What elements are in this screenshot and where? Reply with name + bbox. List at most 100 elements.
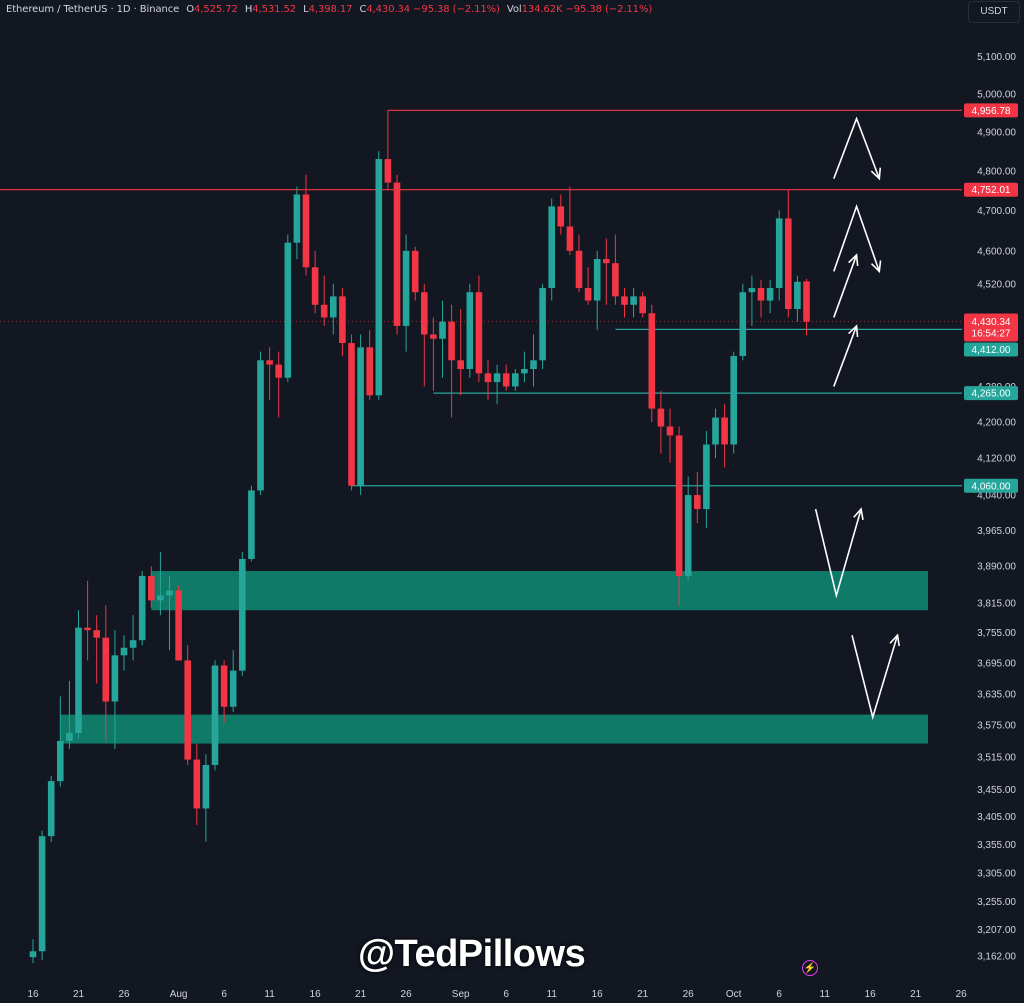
author-watermark: @TedPillows <box>358 933 586 975</box>
price-tick-label: 4,120.00 <box>977 454 1016 465</box>
candle-body <box>229 670 237 707</box>
volume-label: Vol <box>506 4 522 15</box>
arrow-head <box>870 167 882 181</box>
candle-body <box>512 373 519 387</box>
candle-body <box>257 360 264 491</box>
price-tick-label: 3,635.00 <box>977 689 1016 700</box>
candle-body <box>548 206 555 289</box>
price-tick-label: 5,100.00 <box>977 52 1016 63</box>
candle-body <box>193 759 201 809</box>
candle-body <box>138 575 146 641</box>
candle-body <box>320 304 328 318</box>
current-price-tag-bg <box>964 313 1018 342</box>
lightning-icon[interactable]: ⚡ <box>802 960 818 976</box>
candle-body <box>557 206 565 227</box>
time-tick-label: 21 <box>73 989 85 1000</box>
candle-body <box>393 182 401 326</box>
low-label: L <box>303 4 309 15</box>
price-tick-label: 5,000.00 <box>977 90 1016 101</box>
candle-body <box>539 288 546 361</box>
symbol-legend: Ethereum / TetherUS · 1D · Binance O4,52… <box>6 4 652 15</box>
current-price-tag: 4,430.34 <box>972 317 1011 328</box>
candle-body <box>593 259 601 301</box>
candle-body <box>621 296 628 305</box>
candle-body <box>648 313 656 409</box>
candle-body <box>330 296 337 318</box>
candle-body <box>421 292 428 335</box>
arrow-head <box>848 324 859 337</box>
countdown-tag: 16:54:27 <box>972 329 1011 340</box>
time-axis[interactable]: 16 21 26 Aug 6 11 16 21 26 Sep 6 11 16 21 26 Oct 6 11 16 21… <box>27 989 967 1000</box>
time-tick-label: 16 <box>865 989 877 1000</box>
time-tick-label: 6 <box>503 989 509 1000</box>
candle-body <box>339 296 346 344</box>
time-tick-label: 11 <box>264 989 275 1000</box>
candle-body <box>348 343 355 486</box>
level-price-tag-bg <box>964 103 1018 118</box>
level-price-tag: 4,265.00 <box>972 389 1011 400</box>
candle-body <box>384 159 392 183</box>
time-tick-label: 26 <box>401 989 413 1000</box>
demand-zone <box>151 571 929 611</box>
candle-body <box>630 296 637 305</box>
candle-body <box>202 764 210 809</box>
time-tick-label: 21 <box>355 989 367 1000</box>
candle-body <box>484 373 492 383</box>
candle-body <box>293 194 301 243</box>
open-label: O <box>186 4 195 15</box>
candle-body <box>657 408 665 427</box>
high-value: 4,531.52 <box>252 4 297 15</box>
candle-body <box>584 288 592 301</box>
candle-body <box>66 732 73 741</box>
level-price-tag-bg <box>964 478 1018 493</box>
candle-body <box>530 360 537 369</box>
candle-body <box>84 627 91 631</box>
time-tick-label: 6 <box>776 989 782 1000</box>
candle-body <box>739 292 747 356</box>
candle-body <box>502 373 510 387</box>
time-tick-label: 21 <box>910 989 922 1000</box>
high-label: H <box>244 4 253 15</box>
candle-body <box>38 836 46 952</box>
change-value: −95.38 (−2.11%) <box>413 4 500 15</box>
candle-body <box>612 263 619 297</box>
candle-body <box>457 360 464 369</box>
candle-body <box>248 490 255 559</box>
candle-body <box>411 250 419 293</box>
candle-body <box>439 321 446 339</box>
volume-change: −95.38 (−2.11%) <box>565 4 653 15</box>
projection-arrows <box>814 116 901 721</box>
candle-body <box>402 250 410 326</box>
price-tick-label: 3,575.00 <box>977 721 1016 732</box>
time-tick-label: 26 <box>956 989 968 1000</box>
candle-body <box>375 159 383 396</box>
candle-body <box>703 444 710 510</box>
projection-arrow <box>833 254 858 318</box>
price-tick-label: 3,405.00 <box>977 812 1016 823</box>
price-tick-label: 3,965.00 <box>977 526 1016 537</box>
candle-body <box>721 417 728 445</box>
price-tick-label: 3,255.00 <box>977 897 1016 908</box>
candle-body <box>275 364 282 378</box>
projection-arrow <box>851 634 899 721</box>
time-tick-label: Sep <box>452 989 470 1000</box>
symbol-name[interactable]: Ethereum / TetherUS · 1D · Binance <box>6 4 180 15</box>
projection-arrow <box>814 508 862 599</box>
candle-body <box>220 665 228 707</box>
candle-body <box>302 194 310 268</box>
candlesticks <box>29 110 810 964</box>
price-tick-label: 3,890.00 <box>977 562 1016 573</box>
candle-body <box>766 288 774 301</box>
currency-button[interactable]: USDT <box>968 1 1020 23</box>
candle-body <box>311 267 319 305</box>
candle-body <box>639 296 646 314</box>
price-tick-label: 4,900.00 <box>977 128 1016 139</box>
price-tick-label: 3,695.00 <box>977 658 1016 669</box>
candle-body <box>57 740 64 782</box>
time-tick-label: 16 <box>592 989 604 1000</box>
price-tick-label: 4,200.00 <box>977 417 1016 428</box>
open-value: 4,525.72 <box>194 4 238 15</box>
price-tick-label: 4,600.00 <box>977 246 1016 257</box>
price-tick-label: 3,755.00 <box>977 628 1016 639</box>
